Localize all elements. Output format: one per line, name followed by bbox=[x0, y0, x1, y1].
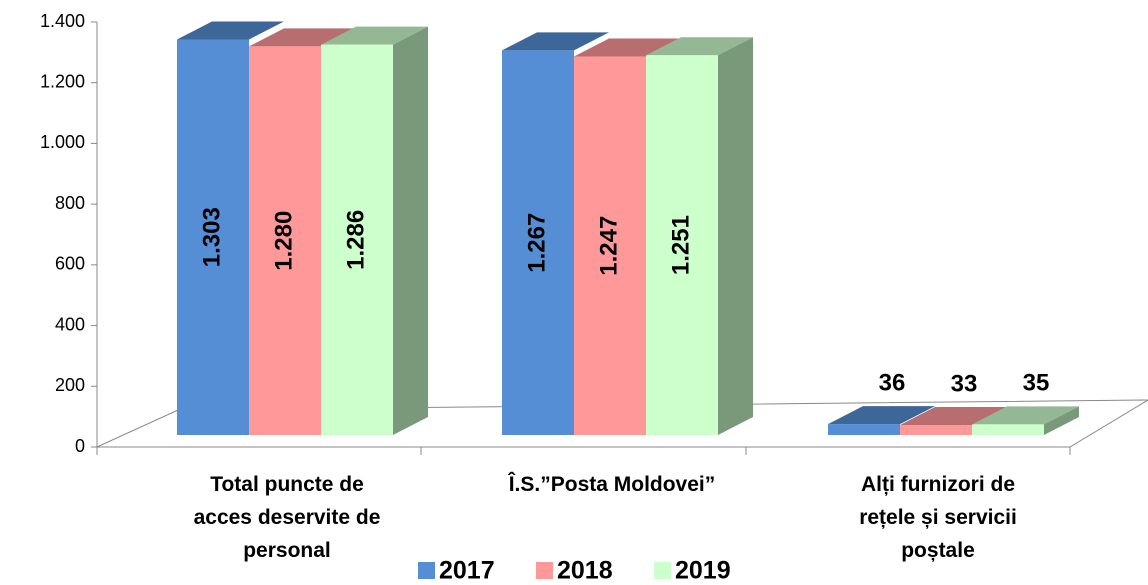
value-label: 1.267 bbox=[523, 213, 550, 273]
value-label: 1.247 bbox=[595, 216, 622, 276]
legend-label: 2018 bbox=[557, 557, 613, 585]
bar-top bbox=[321, 26, 428, 45]
x-tick-label: Alți furnizori de rețele și servicii poșta… bbox=[859, 473, 1017, 562]
bar-top bbox=[502, 32, 609, 51]
bar bbox=[321, 44, 393, 435]
y-tick-label: 1.400 bbox=[40, 11, 85, 31]
bar-side bbox=[718, 37, 753, 435]
bar-top bbox=[646, 37, 753, 56]
value-label: 33 bbox=[951, 370, 978, 397]
bar-top bbox=[177, 21, 284, 40]
bar bbox=[177, 39, 249, 435]
value-label: 1.251 bbox=[667, 215, 694, 275]
bar bbox=[972, 424, 1044, 435]
bar bbox=[900, 424, 972, 435]
legend-label: 2017 bbox=[439, 557, 495, 585]
value-label: 35 bbox=[1023, 370, 1050, 397]
y-tick-label: 600 bbox=[55, 254, 85, 274]
bar bbox=[502, 50, 574, 435]
bar-side bbox=[393, 26, 428, 435]
value-label: 36 bbox=[879, 369, 906, 396]
bar bbox=[574, 56, 646, 435]
bar-side bbox=[1044, 406, 1079, 435]
legend-swatch bbox=[536, 562, 553, 579]
y-tick-label: 1.000 bbox=[40, 132, 85, 152]
x-tick-label: Î.S.”Posta Moldovei” bbox=[508, 472, 716, 496]
legend-label: 2019 bbox=[675, 557, 731, 585]
bar-top bbox=[972, 406, 1079, 425]
x-tick-label: Total puncte de acces deservite de persona… bbox=[194, 473, 381, 562]
y-tick-label: 800 bbox=[55, 193, 85, 213]
value-label: 1.286 bbox=[342, 210, 369, 270]
bar bbox=[646, 55, 718, 435]
value-label: 1.280 bbox=[270, 211, 297, 271]
bar bbox=[828, 424, 900, 435]
legend-swatch bbox=[654, 562, 671, 579]
y-tick-label: 0 bbox=[75, 436, 85, 456]
bar-top bbox=[828, 406, 935, 425]
y-tick-label: 400 bbox=[55, 314, 85, 334]
bar bbox=[249, 46, 321, 436]
value-label: 1.303 bbox=[198, 207, 225, 267]
legend-swatch bbox=[418, 562, 435, 579]
y-tick-label: 200 bbox=[55, 375, 85, 395]
y-tick-label: 1.200 bbox=[40, 71, 85, 91]
